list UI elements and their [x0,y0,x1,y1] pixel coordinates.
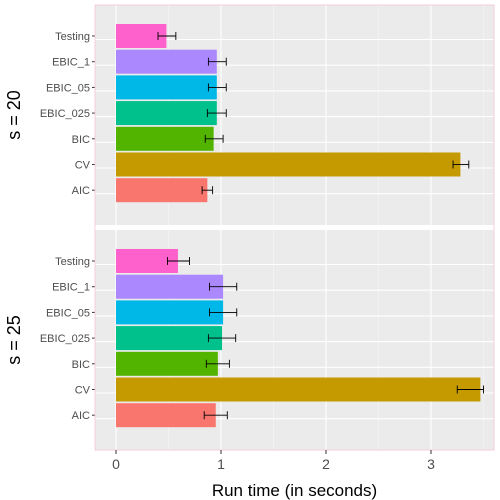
y-tick-label: EBIC_1 [52,57,90,69]
bar-aic [116,403,216,428]
bar-ebic-1 [116,49,217,74]
x-tick-label: 3 [427,456,435,472]
bar-ebic-05 [116,75,217,100]
bar-bic [116,126,214,151]
y-tick-label: EBIC_05 [46,82,90,94]
plot-border [94,4,495,451]
y-tick-label: CV [75,160,91,172]
bar-aic [116,178,208,203]
y-tick-label: BIC [72,359,90,371]
x-tick-label: 2 [322,456,330,472]
bar-ebic-025 [116,326,223,351]
bar-ebic-1 [116,274,224,299]
y-tick-label: Testing [55,256,90,268]
facet-label: s = 25 [4,315,24,365]
bar-bic [116,351,218,376]
y-tick-label: EBIC_1 [52,282,90,294]
y-tick-label: BIC [72,134,90,146]
bar-ebic-025 [116,101,217,126]
x-tick-label: 1 [217,456,225,472]
y-tick-label: AIC [72,185,90,197]
y-tick-label: EBIC_025 [40,333,90,345]
x-axis-title: Run time (in seconds) [212,481,377,500]
y-tick-label: EBIC_05 [46,307,90,319]
y-tick-label: Testing [55,31,90,43]
y-tick-label: EBIC_025 [40,108,90,120]
facet-label: s = 20 [4,90,24,140]
y-tick-label: AIC [72,410,90,422]
bar-ebic-05 [116,300,224,325]
bar-cv [116,152,461,177]
y-tick-label: CV [75,385,91,397]
bar-cv [116,377,481,402]
x-tick-label: 0 [112,456,120,472]
